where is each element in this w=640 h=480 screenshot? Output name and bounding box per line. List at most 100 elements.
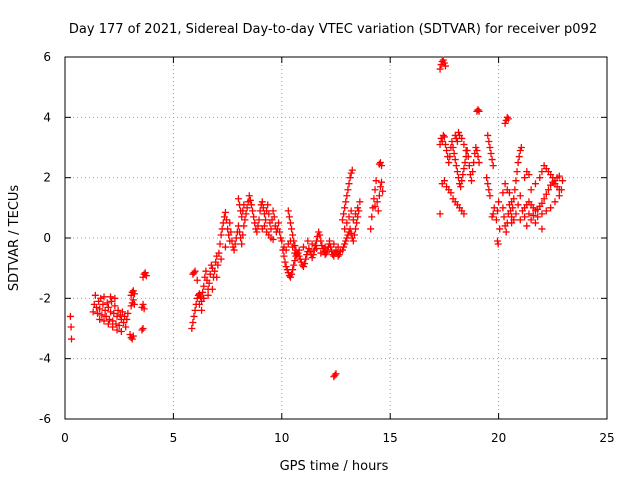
- data-point: [475, 107, 483, 115]
- data-point: [190, 312, 198, 320]
- data-point: [325, 237, 333, 245]
- data-point: [501, 180, 509, 188]
- data-point: [490, 204, 498, 212]
- data-point: [515, 153, 523, 161]
- data-point: [288, 270, 296, 278]
- data-point: [341, 225, 349, 233]
- data-point: [499, 204, 507, 212]
- data-point: [462, 147, 470, 155]
- data-point: [468, 177, 475, 185]
- data-point: [281, 258, 289, 266]
- x-axis-label: GPS time / hours: [280, 459, 389, 474]
- data-point: [227, 228, 235, 236]
- data-point: [445, 159, 453, 167]
- data-point: [371, 202, 379, 210]
- data-point: [523, 222, 531, 230]
- data-point: [200, 294, 208, 302]
- data-point: [265, 210, 273, 218]
- data-point: [489, 162, 497, 170]
- data-point: [485, 137, 493, 145]
- data-point: [454, 174, 462, 182]
- data-point: [264, 201, 272, 209]
- x-tick-label: 10: [274, 431, 289, 445]
- data-point: [67, 323, 75, 331]
- data-point: [129, 296, 137, 304]
- data-point: [109, 317, 117, 325]
- data-point: [437, 61, 445, 69]
- data-point: [505, 201, 513, 209]
- data-point: [529, 211, 537, 219]
- data-point: [349, 237, 357, 245]
- data-point: [109, 323, 117, 331]
- data-point: [352, 210, 360, 218]
- data-point: [140, 305, 148, 313]
- data-point: [474, 153, 482, 161]
- data-point: [460, 165, 468, 173]
- data-point: [449, 144, 457, 151]
- data-point: [510, 195, 518, 203]
- data-point: [189, 318, 197, 326]
- data-point: [269, 207, 277, 215]
- data-point: [311, 242, 319, 250]
- data-point: [458, 134, 466, 142]
- data-point: [127, 302, 135, 310]
- x-tick-label: 0: [61, 431, 69, 445]
- y-tick-label: 4: [43, 110, 51, 124]
- data-point: [527, 216, 535, 224]
- data-point: [105, 315, 113, 323]
- data-point: [270, 213, 278, 221]
- data-point: [240, 222, 248, 230]
- data-point: [453, 168, 461, 176]
- data-point: [514, 159, 522, 167]
- data-point: [141, 269, 149, 277]
- data-point: [457, 183, 465, 191]
- data-point: [347, 207, 355, 215]
- data-point: [317, 237, 325, 245]
- data-point: [226, 219, 234, 227]
- data-point: [193, 276, 201, 284]
- data-point: [139, 325, 147, 332]
- data-point: [559, 177, 567, 185]
- data-point: [341, 240, 349, 248]
- data-point: [91, 291, 99, 299]
- data-point: [258, 198, 266, 206]
- data-point: [538, 210, 546, 218]
- data-point: [486, 192, 494, 200]
- data-point: [115, 321, 123, 329]
- data-point: [502, 228, 510, 236]
- data-point: [240, 201, 248, 209]
- data-point: [458, 177, 466, 185]
- data-point: [534, 213, 542, 221]
- data-point: [372, 177, 380, 185]
- data-point: [542, 190, 550, 198]
- data-point: [122, 323, 130, 331]
- data-point: [124, 309, 132, 317]
- data-point: [289, 266, 297, 274]
- data-point: [199, 288, 207, 296]
- data-point: [245, 192, 253, 200]
- data-point: [129, 332, 137, 340]
- data-point: [269, 236, 277, 244]
- data-point: [499, 189, 507, 197]
- data-point: [120, 318, 128, 326]
- data-point: [446, 153, 454, 161]
- data-point: [461, 159, 469, 167]
- data-point: [98, 311, 106, 319]
- data-point: [198, 306, 206, 314]
- data-point: [367, 225, 375, 233]
- data-point: [494, 207, 502, 215]
- x-tick-label: 25: [599, 431, 614, 445]
- chart-title: Day 177 of 2021, Sidereal Day-to-day VTE…: [69, 22, 597, 37]
- data-point: [111, 302, 119, 310]
- data-point: [112, 320, 120, 328]
- data-point: [331, 371, 339, 379]
- data-point: [193, 294, 201, 302]
- data-point: [142, 272, 150, 280]
- data-point: [544, 186, 552, 194]
- y-tick-label: -6: [39, 412, 51, 426]
- data-point: [66, 312, 74, 320]
- data-point: [188, 325, 196, 332]
- data-point: [512, 210, 520, 218]
- data-point: [113, 326, 121, 334]
- data-point: [557, 186, 565, 194]
